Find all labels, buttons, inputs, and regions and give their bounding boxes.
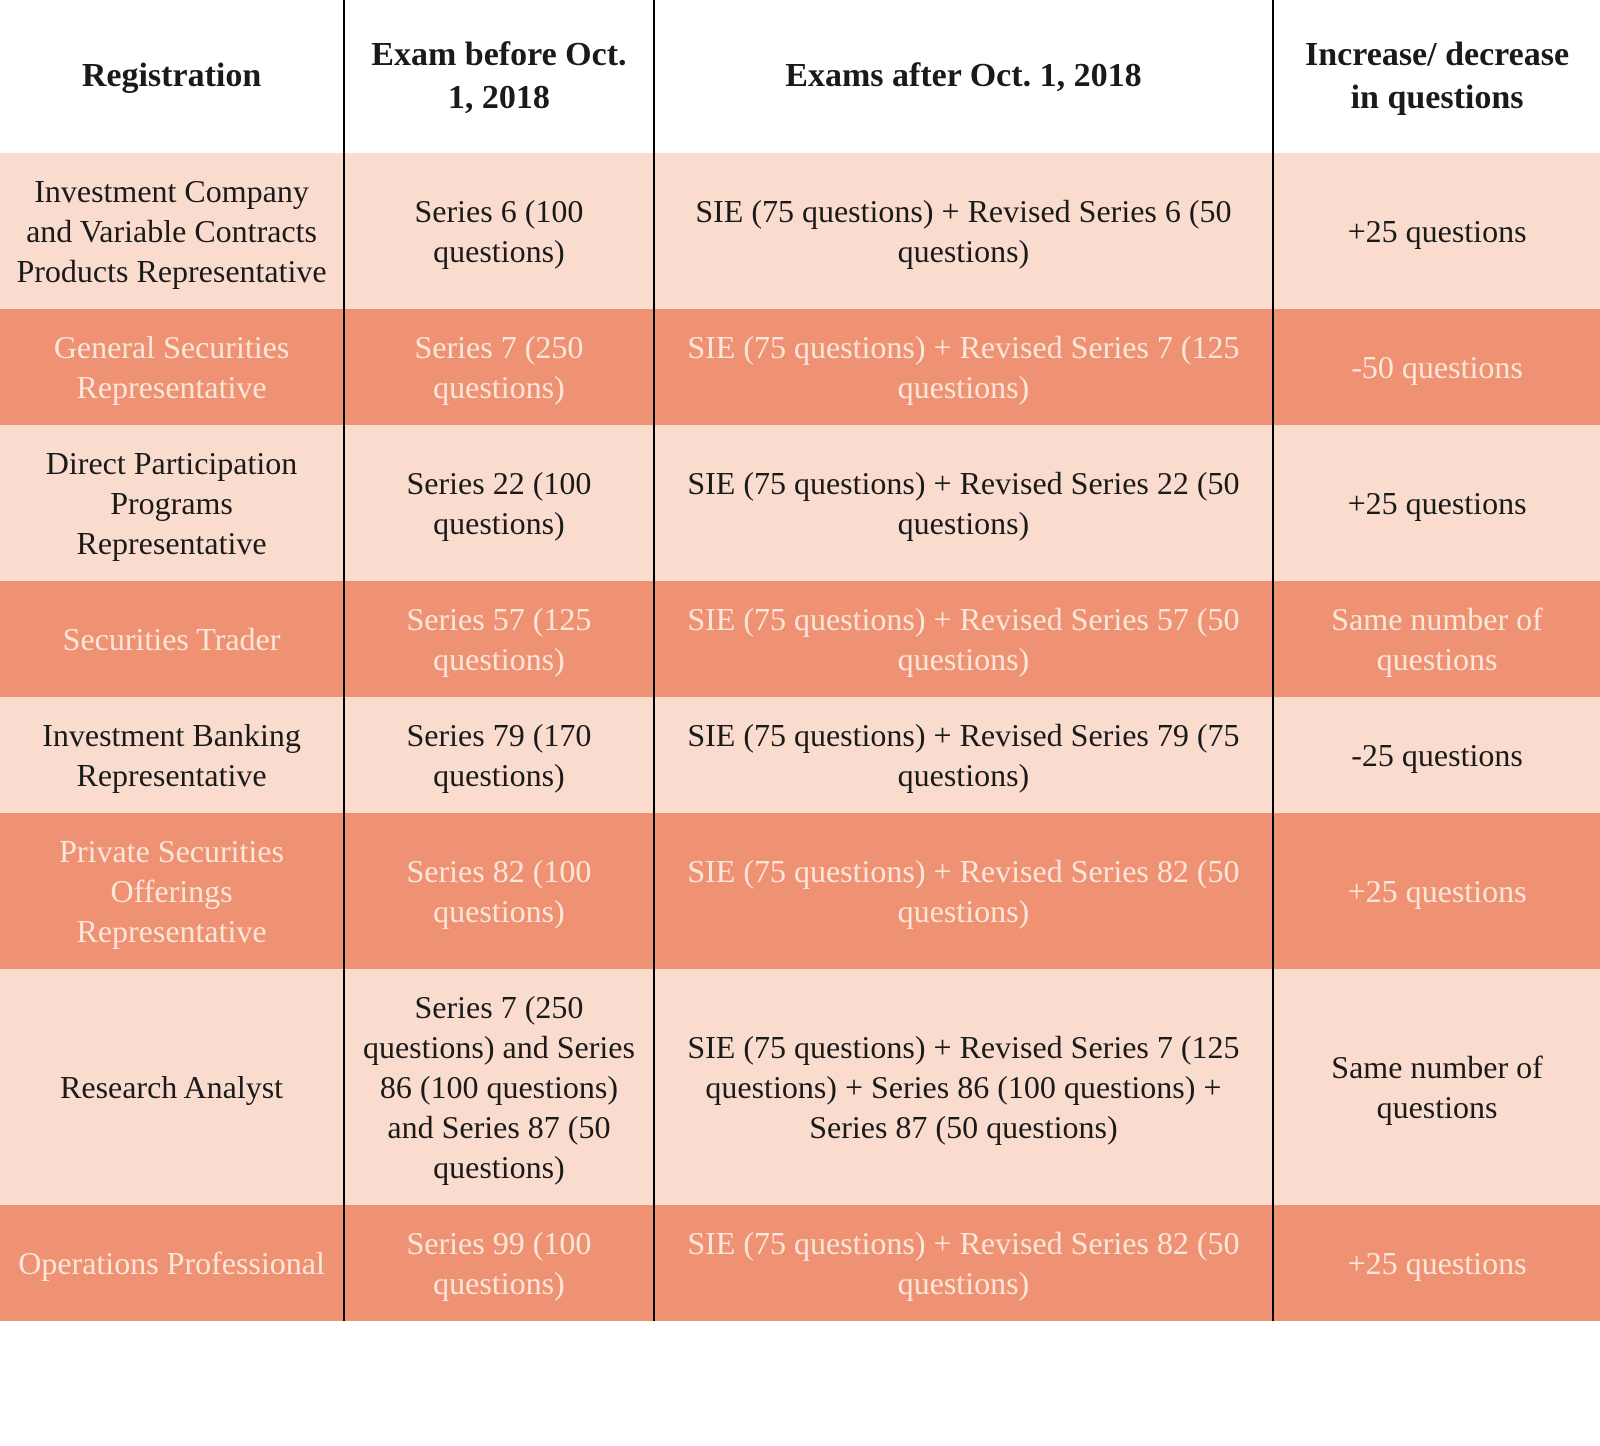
cell-exam-before: Series 6 (100 questions) xyxy=(344,153,654,309)
exam-comparison-table: Registration Exam before Oct. 1, 2018 Ex… xyxy=(0,0,1600,1321)
table-row: Investment Company and Variable Contract… xyxy=(0,153,1600,309)
cell-change: +25 questions xyxy=(1273,425,1600,581)
cell-registration: Investment Banking Representative xyxy=(0,697,344,813)
table-row: Private Securities Offerings Representat… xyxy=(0,813,1600,969)
cell-change: -50 questions xyxy=(1273,309,1600,425)
table-row: Investment Banking Representative Series… xyxy=(0,697,1600,813)
cell-change: Same number of questions xyxy=(1273,969,1600,1205)
cell-change: +25 questions xyxy=(1273,153,1600,309)
cell-registration: Operations Professional xyxy=(0,1205,344,1321)
cell-exams-after: SIE (75 questions) + Revised Series 57 (… xyxy=(654,581,1273,697)
col-header-exam-before: Exam before Oct. 1, 2018 xyxy=(344,0,654,153)
cell-exams-after: SIE (75 questions) + Revised Series 79 (… xyxy=(654,697,1273,813)
cell-exam-before: Series 7 (250 questions) xyxy=(344,309,654,425)
col-header-exams-after: Exams after Oct. 1, 2018 xyxy=(654,0,1273,153)
table-row: Securities Trader Series 57 (125 questio… xyxy=(0,581,1600,697)
cell-exam-before: Series 79 (170 questions) xyxy=(344,697,654,813)
cell-change: Same number of questions xyxy=(1273,581,1600,697)
cell-exam-before: Series 57 (125 questions) xyxy=(344,581,654,697)
cell-exams-after: SIE (75 questions) + Revised Series 82 (… xyxy=(654,1205,1273,1321)
cell-exams-after: SIE (75 questions) + Revised Series 82 (… xyxy=(654,813,1273,969)
cell-registration: Direct Participation Programs Representa… xyxy=(0,425,344,581)
table-row: Direct Participation Programs Representa… xyxy=(0,425,1600,581)
cell-registration: Securities Trader xyxy=(0,581,344,697)
table-header-row: Registration Exam before Oct. 1, 2018 Ex… xyxy=(0,0,1600,153)
cell-exams-after: SIE (75 questions) + Revised Series 6 (5… xyxy=(654,153,1273,309)
table-row: General Securities Representative Series… xyxy=(0,309,1600,425)
cell-exam-before: Series 7 (250 questions) and Series 86 (… xyxy=(344,969,654,1205)
cell-registration: Private Securities Offerings Representat… xyxy=(0,813,344,969)
cell-change: -25 questions xyxy=(1273,697,1600,813)
table-header: Registration Exam before Oct. 1, 2018 Ex… xyxy=(0,0,1600,153)
cell-exam-before: Series 22 (100 questions) xyxy=(344,425,654,581)
table-row: Operations Professional Series 99 (100 q… xyxy=(0,1205,1600,1321)
cell-change: +25 questions xyxy=(1273,813,1600,969)
cell-registration: General Securities Representative xyxy=(0,309,344,425)
cell-registration: Research Analyst xyxy=(0,969,344,1205)
cell-registration: Investment Company and Variable Contract… xyxy=(0,153,344,309)
cell-change: +25 questions xyxy=(1273,1205,1600,1321)
cell-exam-before: Series 82 (100 questions) xyxy=(344,813,654,969)
cell-exams-after: SIE (75 questions) + Revised Series 22 (… xyxy=(654,425,1273,581)
cell-exam-before: Series 99 (100 questions) xyxy=(344,1205,654,1321)
exam-comparison-table-container: Registration Exam before Oct. 1, 2018 Ex… xyxy=(0,0,1600,1321)
cell-exams-after: SIE (75 questions) + Revised Series 7 (1… xyxy=(654,309,1273,425)
col-header-change: Increase/ decrease in questions xyxy=(1273,0,1600,153)
table-row: Research Analyst Series 7 (250 questions… xyxy=(0,969,1600,1205)
table-body: Investment Company and Variable Contract… xyxy=(0,153,1600,1321)
col-header-registration: Registration xyxy=(0,0,344,153)
cell-exams-after: SIE (75 questions) + Revised Series 7 (1… xyxy=(654,969,1273,1205)
